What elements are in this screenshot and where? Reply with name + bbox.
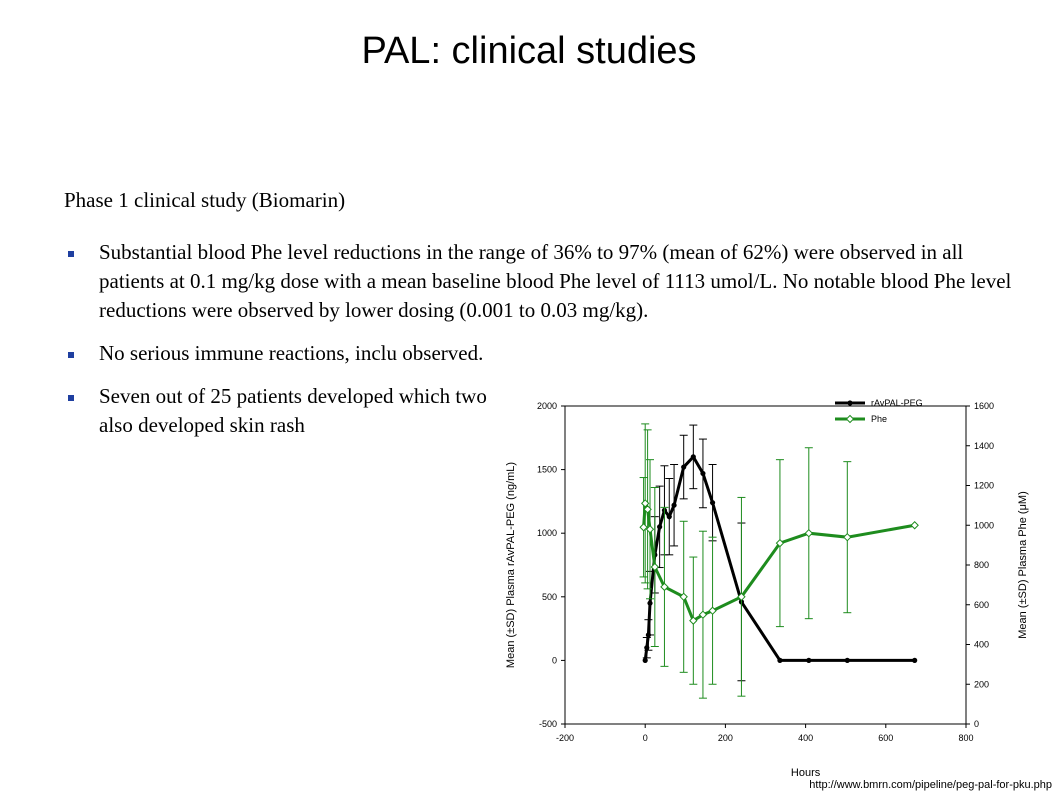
y-left-axis-label: Mean (±SD) Plasma rAvPAL-PEG (ng/mL) <box>505 462 517 668</box>
bullet-text: No serious immune reactions, inclu obser… <box>99 341 484 365</box>
pal-data-point <box>647 600 653 606</box>
pk-chart: -200 0 200 400 600 800 -500 0 500 1000 1500 2000 0 20… <box>490 378 1058 793</box>
y-left-tick-label: 0 <box>552 655 557 665</box>
phe-data-point <box>843 532 852 542</box>
y-right-tick-label: 0 <box>974 719 979 729</box>
x-tick-label: 200 <box>718 733 733 743</box>
pal-data-point <box>671 502 677 508</box>
x-tick-label: -200 <box>556 733 574 743</box>
phe-data-point <box>643 505 652 514</box>
legend-marker <box>847 400 853 406</box>
y-right-tick-label: 1600 <box>974 401 994 411</box>
x-tick-label: 600 <box>878 733 893 743</box>
legend-label: rAvPAL-PEG <box>871 398 923 408</box>
bullet-item: Substantial blood Phe level reductions i… <box>64 238 1024 325</box>
y-right-tick-label: 200 <box>974 679 989 689</box>
slide-subtitle: Phase 1 clinical study (Biomarin) <box>64 188 346 212</box>
source-url[interactable]: http://www.bmrn.com/pipeline/peg-pal-for… <box>809 779 1052 791</box>
y-right-tick-label: 800 <box>974 560 989 570</box>
pal-series-line <box>643 454 915 662</box>
phe-data-point <box>679 592 688 602</box>
pal-data-point <box>700 470 706 477</box>
bullet-square-icon <box>68 251 74 257</box>
phe-data-point <box>775 538 785 548</box>
y-left-tick-label: 1500 <box>537 465 557 475</box>
pal-data-point <box>645 632 652 638</box>
phe-data-point <box>698 610 708 619</box>
pal-data-point <box>709 500 716 506</box>
y-right-tick-label: 400 <box>974 640 989 650</box>
slide-title: PAL: clinical studies <box>361 30 697 72</box>
phe-data-point <box>639 523 648 532</box>
phe-data-point <box>689 616 698 625</box>
y-right-tick-label: 1400 <box>974 441 994 451</box>
y-right-tick-label: 1000 <box>974 520 994 530</box>
pal-data-point <box>844 657 850 663</box>
pal-data-point <box>806 657 812 663</box>
y-left-tick-label: 500 <box>542 592 557 602</box>
phe-data-point <box>708 606 717 615</box>
legend-label: Phe <box>871 414 887 424</box>
bullet-text: Substantial blood Phe level reductions i… <box>99 240 1012 322</box>
bullet-square-icon <box>68 352 74 358</box>
pal-data-point <box>777 657 783 663</box>
pal-data-point <box>666 514 672 520</box>
pal-data-point <box>690 454 696 460</box>
x-tick-label: 800 <box>958 733 973 743</box>
y-left-tick-label: -500 <box>539 719 557 729</box>
x-tick-label: 0 <box>643 733 648 743</box>
x-tick-label: 400 <box>798 733 813 743</box>
pal-data-point <box>657 524 663 530</box>
y-right-axis-label: Mean (±SD) Plasma Phe (μM) <box>1017 491 1029 638</box>
y-right-tick-label: 1200 <box>974 481 994 491</box>
y-left-tick-label: 2000 <box>537 401 557 411</box>
phe-data-point <box>640 499 650 508</box>
pal-data-point <box>644 645 650 651</box>
bullet-square-icon <box>68 395 74 401</box>
bullet-list: Substantial blood Phe level reductions i… <box>64 238 1024 454</box>
phe-data-point <box>910 521 919 530</box>
pal-data-point <box>681 464 687 470</box>
phe-data-point <box>660 582 669 592</box>
y-right-tick-label: 600 <box>974 600 989 610</box>
chart-svg: -200 0 200 400 600 800 -500 0 500 1000 1500 2000 0 20… <box>505 398 1029 779</box>
legend-marker <box>845 414 855 424</box>
phe-data-point <box>645 525 655 534</box>
phe-data-point <box>650 562 660 572</box>
x-axis-label: Hours <box>791 767 821 779</box>
bullet-item: Seven out of 25 patients developed which… <box>64 382 499 440</box>
bullet-item: No serious immune reactions, inclu obser… <box>64 339 499 368</box>
phe-data-point <box>804 528 814 538</box>
pal-data-point <box>912 657 918 663</box>
pal-data-point <box>642 657 648 663</box>
y-left-tick-label: 1000 <box>537 528 557 538</box>
bullet-text: Seven out of 25 patients developed which… <box>99 384 487 437</box>
phe-data-point <box>737 592 746 602</box>
